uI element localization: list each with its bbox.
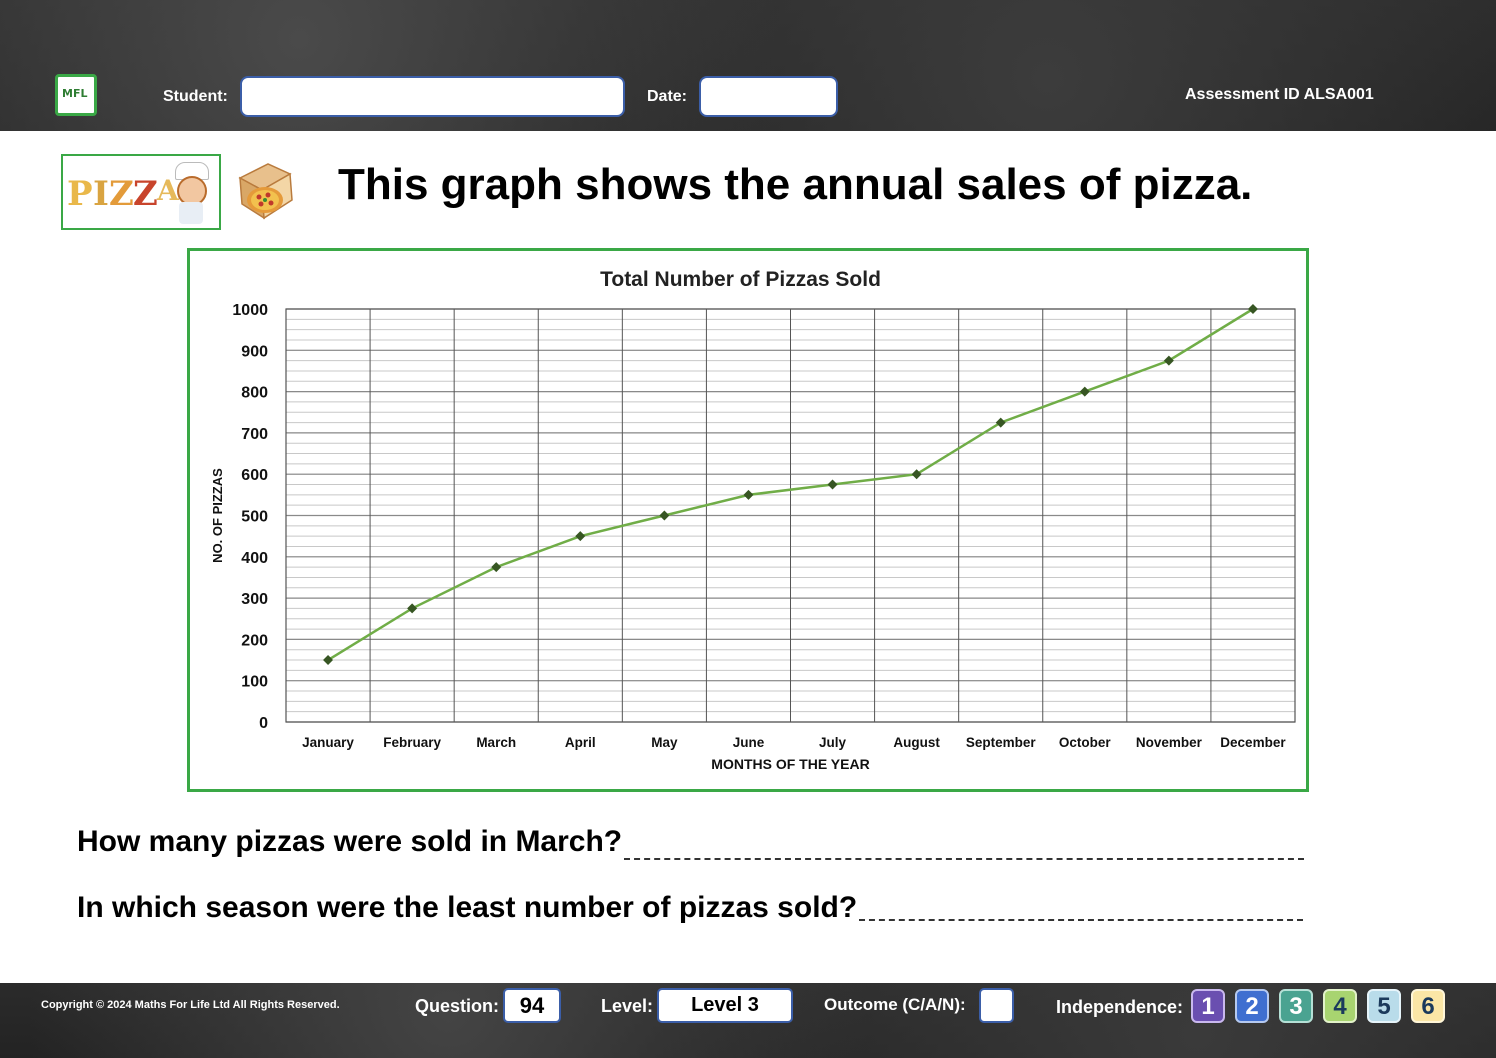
chart-title: Total Number of Pizzas Sold bbox=[600, 268, 881, 291]
line-chart: Total Number of Pizzas Sold 0 100 200 300 400… bbox=[210, 268, 1296, 772]
data-point-october bbox=[1079, 386, 1090, 397]
independence-level-4[interactable]: 4 bbox=[1323, 989, 1357, 1023]
plot-border bbox=[285, 308, 1296, 723]
x-axis-label: MONTHS OF THE YEAR bbox=[711, 756, 869, 772]
x-tick-label: December bbox=[1220, 735, 1286, 750]
outcome-field[interactable] bbox=[979, 988, 1014, 1023]
question-label: Question: bbox=[415, 996, 499, 1016]
independence-label: Independence: bbox=[1056, 997, 1184, 1017]
assessment-id: Assessment ID ALSA001 bbox=[1185, 86, 1374, 103]
y-tick-label: 400 bbox=[241, 550, 268, 567]
copyright-text: Copyright © 2024 Maths For Life Ltd All … bbox=[41, 999, 340, 1011]
x-tick-label: January bbox=[302, 735, 354, 750]
data-point-may bbox=[659, 510, 670, 521]
y-tick-label: 900 bbox=[241, 343, 268, 360]
date-label: Date: bbox=[647, 88, 688, 105]
data-point-june bbox=[743, 489, 754, 500]
x-tick-label: March bbox=[476, 735, 516, 750]
x-tick-label: August bbox=[893, 735, 940, 750]
data-point-july bbox=[827, 479, 838, 490]
x-tick-label: February bbox=[383, 735, 441, 750]
y-tick-label: 700 bbox=[241, 426, 268, 443]
x-tick-label: September bbox=[966, 735, 1037, 750]
outcome-label: Outcome (C/A/N): bbox=[824, 995, 966, 1014]
x-tick-label: July bbox=[819, 735, 847, 750]
y-tick-label: 800 bbox=[241, 385, 268, 402]
pizza-box-icon bbox=[238, 163, 293, 220]
data-point-november bbox=[1163, 355, 1174, 366]
independence-level-2[interactable]: 2 bbox=[1235, 989, 1269, 1023]
y-tick-label: 600 bbox=[241, 467, 268, 484]
y-tick-label: 200 bbox=[241, 632, 268, 649]
data-point-march bbox=[491, 562, 502, 573]
answer-line-2[interactable] bbox=[859, 919, 1303, 921]
logo-text: MFL bbox=[62, 87, 88, 100]
data-point-august bbox=[911, 469, 922, 480]
data-point-september bbox=[995, 417, 1006, 428]
chef-body bbox=[179, 202, 203, 224]
series-line bbox=[327, 307, 1254, 662]
student-label: Student: bbox=[163, 88, 228, 105]
independence-level-3[interactable]: 3 bbox=[1279, 989, 1313, 1023]
y-tick-label: 500 bbox=[241, 509, 268, 526]
x-tick-label: October bbox=[1059, 735, 1112, 750]
pizza-banner-image: P I Z Z A bbox=[61, 154, 221, 230]
y-tick-label: 100 bbox=[241, 674, 268, 691]
y-tick-label: 0 bbox=[259, 715, 268, 732]
level-box: Level 3 bbox=[657, 988, 793, 1023]
student-field[interactable] bbox=[240, 76, 625, 117]
x-tick-label: November bbox=[1136, 735, 1203, 750]
answer-line-1[interactable] bbox=[624, 858, 1304, 860]
x-tick-label: April bbox=[565, 735, 596, 750]
mfl-logo: MFL bbox=[55, 74, 97, 116]
y-axis-label: NO. OF PIZZAS bbox=[210, 468, 225, 563]
data-point-april bbox=[575, 531, 586, 542]
independence-level-5[interactable]: 5 bbox=[1367, 989, 1401, 1023]
question-2: In which season were the least number of… bbox=[77, 891, 858, 924]
x-tick-label: May bbox=[651, 735, 678, 750]
data-point-december bbox=[1247, 304, 1258, 314]
data-point-january bbox=[323, 655, 334, 666]
question-1: How many pizzas were sold in March? bbox=[77, 825, 623, 858]
date-field[interactable] bbox=[699, 76, 838, 117]
x-tick-label: June bbox=[733, 735, 765, 750]
chart-frame: Total Number of Pizzas Sold 0 100 200 300 400… bbox=[187, 248, 1309, 792]
data-point-february bbox=[407, 603, 418, 614]
page-title: This graph shows the annual sales of piz… bbox=[338, 160, 1253, 209]
y-tick-label: 1000 bbox=[232, 302, 268, 319]
level-label: Level: bbox=[601, 996, 654, 1016]
question-number-box: 94 bbox=[503, 988, 561, 1023]
independence-level-1[interactable]: 1 bbox=[1191, 989, 1225, 1023]
y-tick-label: 300 bbox=[241, 591, 268, 608]
independence-level-6[interactable]: 6 bbox=[1411, 989, 1445, 1023]
